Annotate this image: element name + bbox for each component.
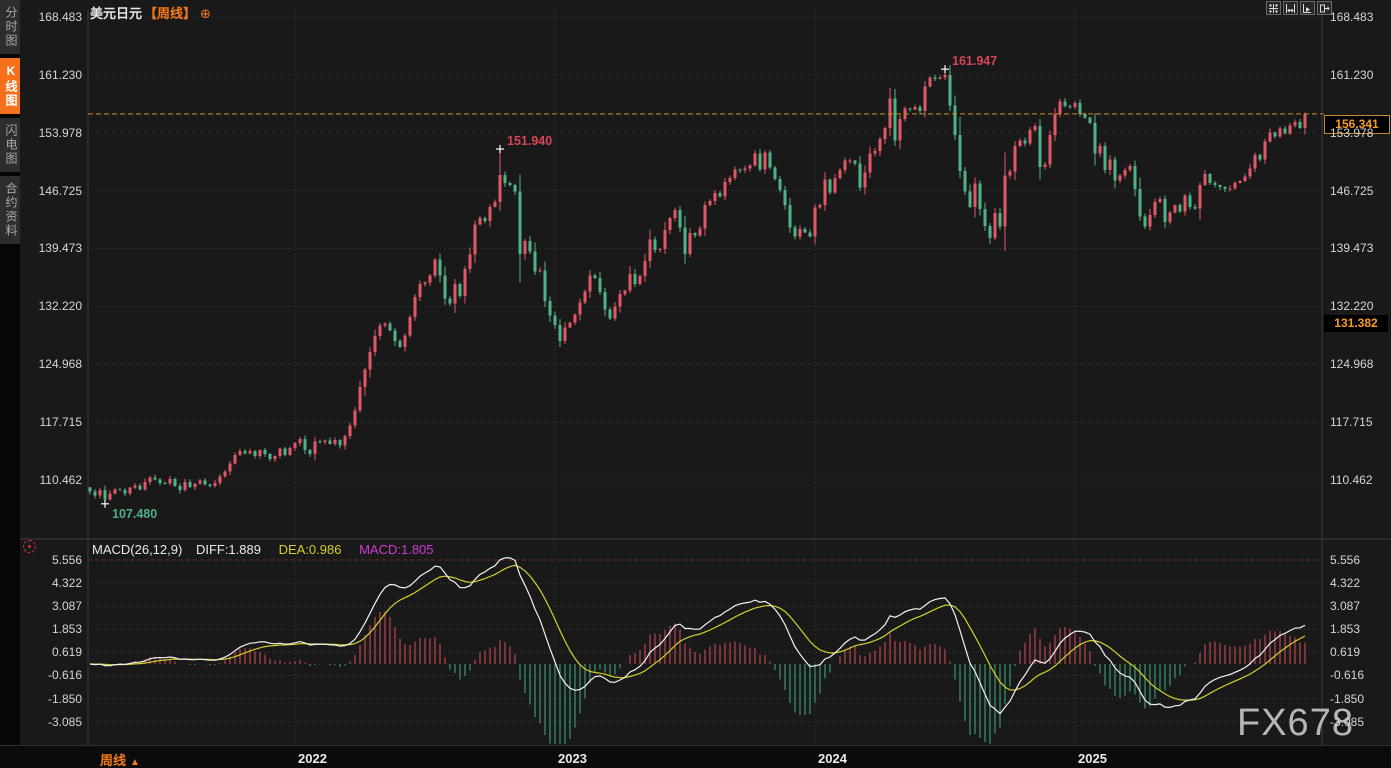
price-annotation: 161.947 xyxy=(952,54,997,68)
macd-axis-label-left: -3.085 xyxy=(47,714,82,729)
macd-axis-label-left: 3.087 xyxy=(51,599,82,614)
macd-dea-value: DEA:0.986 xyxy=(278,542,342,557)
sidebar-tab-2[interactable]: K线图 xyxy=(0,58,20,114)
macd-axis-label-right: -1.850 xyxy=(1330,691,1365,706)
macd-macd-value: MACD:1.805 xyxy=(359,542,434,557)
price-axis-label-left: 153.978 xyxy=(38,125,82,140)
price-axis-label-left: 110.462 xyxy=(39,473,83,487)
price-annotation: 151.940 xyxy=(507,134,552,148)
sidebar-tab-1[interactable]: 分时图 xyxy=(0,0,20,54)
last-price-badge: 156.341 xyxy=(1324,114,1390,134)
macd-axis-label-right: 1.853 xyxy=(1330,622,1361,637)
price-axis-label-left: 168.483 xyxy=(38,10,82,24)
price-axis-label-right: 110.462 xyxy=(1330,473,1373,487)
price-axis-label-left: 132.220 xyxy=(38,299,82,314)
axis-autoscroll-icon[interactable] xyxy=(1300,1,1315,15)
overlay-layer: 107.480 151.940 161.947 xyxy=(88,54,1324,521)
secondary-price-badge: 131.382 xyxy=(1324,315,1388,332)
period-selector-label: 周线 xyxy=(100,753,127,768)
x-axis-year-label: 2025 xyxy=(1078,751,1107,766)
chart-title-row: 美元日元 【周线】 ⊕ xyxy=(90,3,211,22)
price-annotation: 107.480 xyxy=(112,507,157,521)
macd-params-label: MACD(26,12,9) xyxy=(92,542,183,557)
macd-axis-label-left: 1.853 xyxy=(51,622,82,637)
chart-toolbar xyxy=(1266,1,1332,15)
macd-axis-label-right: 4.322 xyxy=(1330,576,1361,591)
chevron-up-icon: ▲ xyxy=(130,757,140,768)
x-axis-year-label: 2023 xyxy=(558,751,587,766)
price-axis-label-left: 146.725 xyxy=(38,183,82,198)
x-axis-year-label: 2022 xyxy=(298,751,327,766)
sidebar: 分时图 K线图闪电图合约资料 xyxy=(0,0,20,745)
sidebar-tab-4[interactable]: 合约资料 xyxy=(0,176,20,244)
price-axis-label-left: 161.230 xyxy=(38,67,82,82)
macd-axis-label-left: -1.850 xyxy=(47,691,82,706)
indicator-handle-icon[interactable] xyxy=(23,540,36,553)
symbol-title: 美元日元 xyxy=(90,6,143,21)
macd-axis-label-right: 0.619 xyxy=(1330,645,1361,660)
price-axis-label-right: 146.725 xyxy=(1330,183,1374,198)
macd-lines-layer xyxy=(89,557,1306,715)
price-axis-label-right: 153.978 xyxy=(1330,125,1374,140)
macd-axis-label-right: -0.616 xyxy=(1330,668,1365,683)
price-axis-label-left: 124.968 xyxy=(38,357,82,372)
macd-axis-label-right: 5.556 xyxy=(1330,553,1361,567)
pan-crosshair-icon[interactable] xyxy=(1266,1,1281,15)
price-axis-label-left: 117.715 xyxy=(39,415,83,430)
sidebar-tab-3[interactable]: 闪电图 xyxy=(0,118,20,172)
gridlines-layer xyxy=(0,10,1391,745)
macd-diff-value: DIFF:1.889 xyxy=(195,542,261,557)
price-axis-label-right: 161.230 xyxy=(1330,67,1374,82)
fit-scale-icon[interactable] xyxy=(1283,1,1298,15)
macd-axis-label-left: 5.556 xyxy=(51,553,82,567)
macd-axis-label-left: -0.616 xyxy=(47,668,82,683)
macd-histogram-layer xyxy=(94,611,1306,744)
macd-axis-label-right: -3.085 xyxy=(1330,714,1365,729)
price-axis-label-left: 139.473 xyxy=(38,241,82,256)
bottom-axis-bar: 周线 ▲ 2022 2023 2024 2025 xyxy=(0,745,1391,768)
macd-axis-label-right: 3.087 xyxy=(1330,599,1361,614)
fx678-watermark: FX678 xyxy=(1237,702,1354,744)
macd-axis-label-left: 0.619 xyxy=(51,645,82,660)
shift-right-icon[interactable] xyxy=(1317,1,1332,15)
period-selector[interactable]: 周线 ▲ xyxy=(100,750,140,768)
macd-axis-label-left: 4.322 xyxy=(51,576,82,591)
price-axis-label-right: 168.483 xyxy=(1330,10,1374,24)
candles-layer xyxy=(88,65,1307,504)
price-axis-label-right: 117.715 xyxy=(1330,415,1373,430)
price-axis-label-right: 139.473 xyxy=(1330,241,1374,256)
add-indicator-icon[interactable]: ⊕ xyxy=(200,6,211,21)
macd-indicator-row: MACD(26,12,9) DIFF:1.889 DEA:0.986 MACD:… xyxy=(92,542,434,557)
price-axis-label-right: 132.220 xyxy=(1330,299,1374,314)
period-tag: 【周线】 xyxy=(144,6,197,21)
price-axis-label-right: 124.968 xyxy=(1330,357,1374,372)
x-axis-year-label: 2024 xyxy=(818,751,847,766)
